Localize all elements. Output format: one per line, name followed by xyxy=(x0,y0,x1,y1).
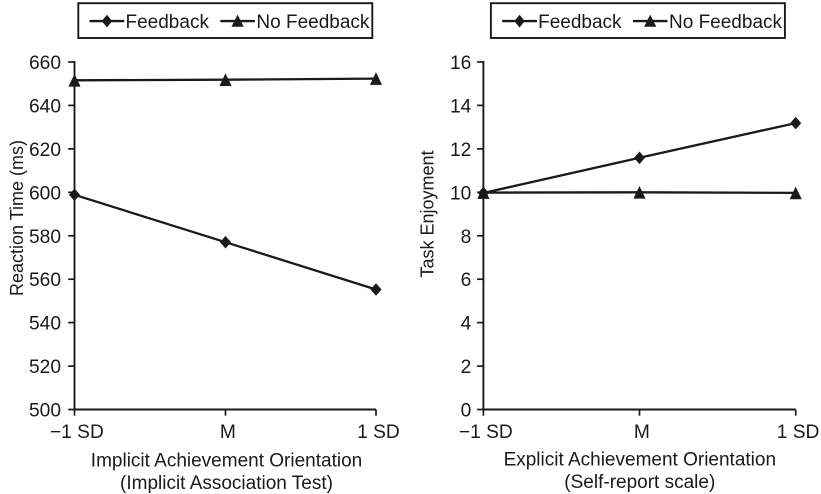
svg-text:2: 2 xyxy=(461,357,472,378)
svg-text:10: 10 xyxy=(450,183,471,204)
svg-text:14: 14 xyxy=(450,96,472,117)
svg-text:500: 500 xyxy=(29,401,61,422)
svg-text:620: 620 xyxy=(29,140,61,161)
svg-text:−1 SD: −1 SD xyxy=(459,422,513,443)
svg-text:No Feedback: No Feedback xyxy=(669,12,783,33)
svg-text:6: 6 xyxy=(461,270,472,291)
svg-text:16: 16 xyxy=(450,53,471,74)
svg-text:560: 560 xyxy=(29,270,61,291)
svg-text:1 SD: 1 SD xyxy=(357,422,400,443)
svg-text:(Self-report scale): (Self-report scale) xyxy=(564,472,715,493)
svg-text:Task Enjoyment: Task Enjoyment xyxy=(418,150,438,277)
svg-text:12: 12 xyxy=(450,140,471,161)
svg-text:600: 600 xyxy=(29,183,61,204)
svg-text:(Implicit Association Test): (Implicit Association Test) xyxy=(120,473,333,494)
svg-text:Implicit Achievement Orientati: Implicit Achievement Orientation xyxy=(91,451,362,472)
svg-text:−1 SD: −1 SD xyxy=(50,422,104,443)
svg-text:Feedback: Feedback xyxy=(126,12,210,33)
svg-text:Reaction Time (ms): Reaction Time (ms) xyxy=(7,140,27,296)
svg-text:No Feedback: No Feedback xyxy=(256,12,370,33)
svg-text:580: 580 xyxy=(29,227,61,248)
svg-text:Explicit Achievement Orientati: Explicit Achievement Orientation xyxy=(504,449,776,470)
svg-text:M: M xyxy=(634,422,650,443)
svg-text:540: 540 xyxy=(29,314,61,335)
svg-text:Feedback: Feedback xyxy=(538,12,622,33)
svg-text:1 SD: 1 SD xyxy=(777,422,820,443)
svg-text:M: M xyxy=(220,422,236,443)
svg-text:4: 4 xyxy=(461,314,472,335)
svg-text:8: 8 xyxy=(461,227,472,248)
svg-text:660: 660 xyxy=(29,53,61,74)
svg-text:520: 520 xyxy=(29,357,61,378)
svg-text:640: 640 xyxy=(29,96,61,117)
svg-text:0: 0 xyxy=(461,401,472,422)
